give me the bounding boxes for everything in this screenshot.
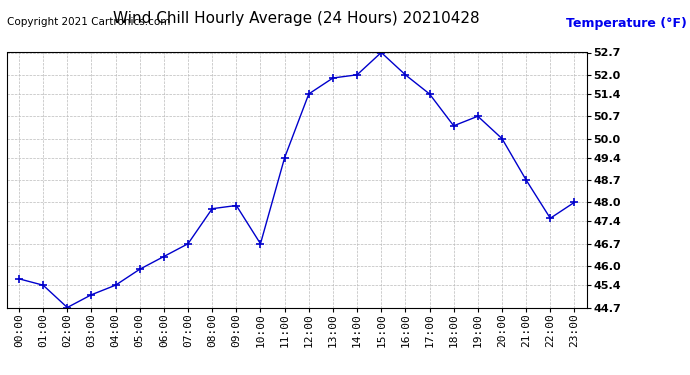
Text: Copyright 2021 Cartronics.com: Copyright 2021 Cartronics.com: [7, 17, 170, 27]
Text: Temperature (°F): Temperature (°F): [566, 17, 687, 30]
Text: Wind Chill Hourly Average (24 Hours) 20210428: Wind Chill Hourly Average (24 Hours) 202…: [113, 11, 480, 26]
